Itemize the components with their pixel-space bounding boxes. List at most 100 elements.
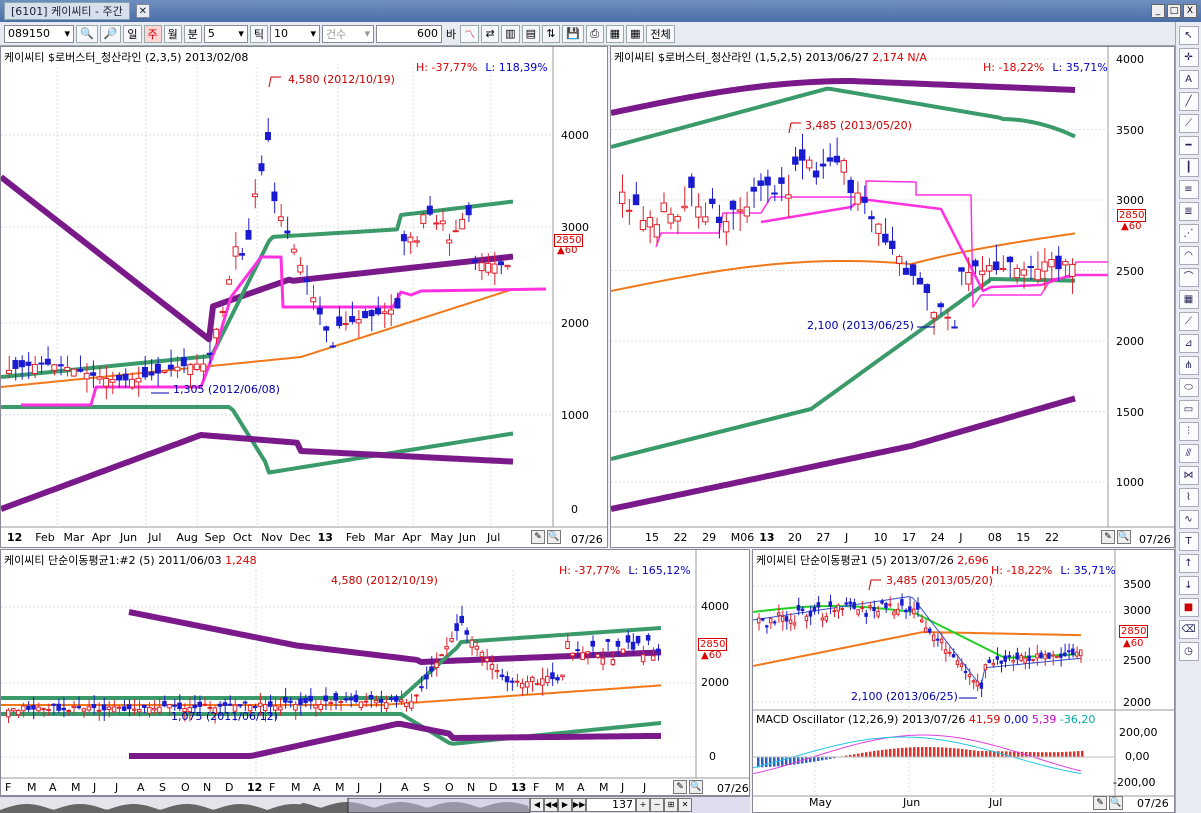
clock-button[interactable]: ◷ bbox=[1178, 642, 1199, 661]
zoom-icon[interactable]: 🔍 bbox=[1117, 530, 1131, 544]
save-button[interactable]: 💾 bbox=[561, 24, 584, 43]
trend-tool-button[interactable]: ⟋ bbox=[1178, 114, 1199, 133]
bl-candle bbox=[46, 709, 51, 712]
volume-button[interactable]: ▤ bbox=[521, 24, 540, 43]
rectangle-tool-button[interactable]: ▭ bbox=[1178, 400, 1199, 419]
count-select[interactable]: 건수 ▾ bbox=[322, 24, 375, 43]
minimize-button[interactable]: _ bbox=[1151, 4, 1165, 18]
bl-candle bbox=[509, 680, 515, 683]
search-button[interactable]: 🔍 bbox=[76, 24, 98, 43]
bl-candle bbox=[6, 709, 11, 718]
chart-canvas-top-left[interactable] bbox=[1, 47, 608, 548]
overview-strip[interactable] bbox=[0, 797, 530, 813]
grid-tool-button[interactable]: ▦ bbox=[1178, 290, 1199, 309]
up-arrow-button[interactable]: ↑ bbox=[1178, 554, 1199, 573]
channel-tool-button[interactable]: ≡ bbox=[1178, 180, 1199, 199]
window-title[interactable]: [6101] 케이씨티 - 주간 bbox=[4, 2, 130, 20]
scroll-first-button[interactable]: ◀◀ bbox=[544, 798, 558, 812]
zoom-in-button[interactable]: + bbox=[636, 798, 650, 812]
crosshair-tool-button[interactable]: ✛ bbox=[1178, 48, 1199, 67]
fibonacci-tool-button[interactable]: ≣ bbox=[1178, 202, 1199, 221]
down-arrow-button[interactable]: ↓ bbox=[1178, 576, 1199, 595]
bar-chart-button[interactable]: ▥ bbox=[501, 24, 520, 43]
line-chart-button[interactable]: 〽 bbox=[460, 24, 480, 43]
chart-canvas-bottom-left[interactable] bbox=[1, 550, 750, 796]
edit-icon[interactable]: ✎ bbox=[673, 780, 687, 794]
bl-candle bbox=[111, 706, 117, 713]
chart-panel-top-left[interactable]: 케이씨티 $로버스터_청산라인 (2,3,5) 2013/02/08 H: -3… bbox=[0, 46, 608, 548]
chevron-down-icon: ▾ bbox=[64, 27, 70, 40]
zoom-icon[interactable]: 🔍 bbox=[689, 780, 703, 794]
period-weekly-button[interactable]: 주 bbox=[143, 24, 162, 43]
close-scroll-button[interactable]: ✕ bbox=[678, 798, 692, 812]
text-tool-button[interactable]: A bbox=[1178, 70, 1199, 89]
bar-tool-button[interactable]: ⫶ bbox=[1178, 422, 1199, 441]
macd-bar bbox=[921, 747, 924, 758]
edit-icon[interactable]: ✎ bbox=[1093, 796, 1107, 810]
vertical-line-button[interactable]: ┃ bbox=[1178, 158, 1199, 177]
bar-count-field[interactable]: 137 bbox=[586, 798, 636, 812]
edit-icon[interactable]: ✎ bbox=[1101, 530, 1115, 544]
gann-tool-button[interactable]: ⊿ bbox=[1178, 334, 1199, 353]
settings-search-button[interactable]: 🔎 bbox=[99, 24, 122, 43]
period-minute-button[interactable]: 분 bbox=[183, 24, 202, 43]
stock-code-field[interactable]: 089150 ▾ bbox=[4, 24, 74, 43]
multi-line-button[interactable]: ⫻ bbox=[1178, 444, 1199, 463]
macd-bar bbox=[909, 747, 912, 758]
ellipse-tool-button[interactable]: ⬭ bbox=[1178, 378, 1199, 397]
count-input[interactable]: 600 bbox=[376, 24, 443, 43]
scroll-right-button[interactable]: ▶ bbox=[558, 798, 572, 812]
all-button[interactable]: 전체 bbox=[646, 24, 675, 43]
speed-line-icon: ⟋ bbox=[1185, 316, 1192, 327]
tl-candle bbox=[174, 366, 181, 372]
close-button[interactable]: X bbox=[1183, 4, 1197, 18]
sort-button[interactable]: ⇅ bbox=[541, 24, 560, 43]
br-candle bbox=[1031, 658, 1035, 661]
erase-button[interactable]: ⌫ bbox=[1178, 620, 1199, 639]
br-candle bbox=[983, 664, 988, 671]
zoom-out-button[interactable]: − bbox=[650, 798, 664, 812]
bl-candle bbox=[368, 694, 374, 699]
chart-panel-top-right[interactable]: 케이씨티 $로버스터_청산라인 (1,5,2,5) 2013/06/27 2,1… bbox=[610, 46, 1175, 548]
chart-scrollbar[interactable]: ◀ ◀◀ ▶ ▶▶ 137 + − ⊞ ✕ bbox=[0, 796, 750, 813]
main-toolbar: 089150 ▾ 🔍 🔎 일 주 월 분 5 ▾ 틱 10 ▾ 건수 ▾ 600 바 〽… bbox=[0, 22, 1175, 46]
fan-tool-button[interactable]: ⋰ bbox=[1178, 224, 1199, 243]
text-label-button[interactable]: T bbox=[1178, 532, 1199, 551]
compare-button[interactable]: ⇄ bbox=[481, 24, 500, 43]
line-tool-button[interactable]: ╱ bbox=[1178, 92, 1199, 111]
chart-canvas-bottom-right[interactable] bbox=[753, 550, 1175, 813]
macd-bar bbox=[1077, 751, 1080, 758]
macd-tick: 0,00 bbox=[1125, 750, 1150, 763]
chart-panel-bottom-left[interactable]: 케이씨티 단순이동평균1:#2 (5) 2011/06/03 1,248 H: … bbox=[0, 549, 750, 796]
period-monthly-button[interactable]: 월 bbox=[163, 24, 182, 43]
polyline-tool-button[interactable]: ⌇ bbox=[1178, 488, 1199, 507]
cycle-tool-button[interactable]: ⌒ bbox=[1178, 268, 1199, 287]
fit-button[interactable]: ⊞ bbox=[664, 798, 678, 812]
edit-icon[interactable]: ✎ bbox=[531, 530, 545, 544]
period-tick-button[interactable]: 틱 bbox=[249, 24, 269, 43]
maximize-button[interactable]: □ bbox=[1167, 4, 1181, 18]
zoom-icon[interactable]: 🔍 bbox=[547, 530, 561, 544]
pointer-tool-button[interactable]: ↖ bbox=[1178, 26, 1199, 45]
wave-tool-button[interactable]: ∿ bbox=[1178, 510, 1199, 529]
print-button[interactable]: ⎙ bbox=[585, 24, 604, 43]
arc-tool-button[interactable]: ◠ bbox=[1178, 246, 1199, 265]
minute-select[interactable]: 5 ▾ bbox=[203, 24, 248, 43]
stop-button[interactable]: ■ bbox=[1178, 598, 1199, 617]
tab-close-icon[interactable]: ✕ bbox=[135, 4, 150, 18]
layout-button[interactable]: ▦ bbox=[605, 24, 625, 43]
speed-line-button[interactable]: ⟋ bbox=[1178, 312, 1199, 331]
andrews-tool-button[interactable]: ⋔ bbox=[1178, 356, 1199, 375]
scroll-last-button[interactable]: ▶▶ bbox=[572, 798, 586, 812]
grid-button[interactable]: ▦ bbox=[626, 24, 645, 43]
pattern-tool-button[interactable]: ⋈ bbox=[1178, 466, 1199, 485]
tick-select[interactable]: 10 ▾ bbox=[270, 24, 321, 43]
period-daily-button[interactable]: 일 bbox=[123, 24, 142, 43]
chart-canvas-top-right[interactable] bbox=[611, 47, 1175, 548]
macd-bar bbox=[1057, 752, 1060, 758]
chart-panel-bottom-right[interactable]: 케이씨티 단순이동평균1 (5) 2013/07/26 2,696 H: -18… bbox=[752, 549, 1175, 813]
scroll-left-button[interactable]: ◀ bbox=[530, 798, 544, 812]
horizontal-line-button[interactable]: ━ bbox=[1178, 136, 1199, 155]
tr-candle bbox=[1034, 268, 1041, 281]
zoom-icon[interactable]: 🔍 bbox=[1109, 796, 1123, 810]
